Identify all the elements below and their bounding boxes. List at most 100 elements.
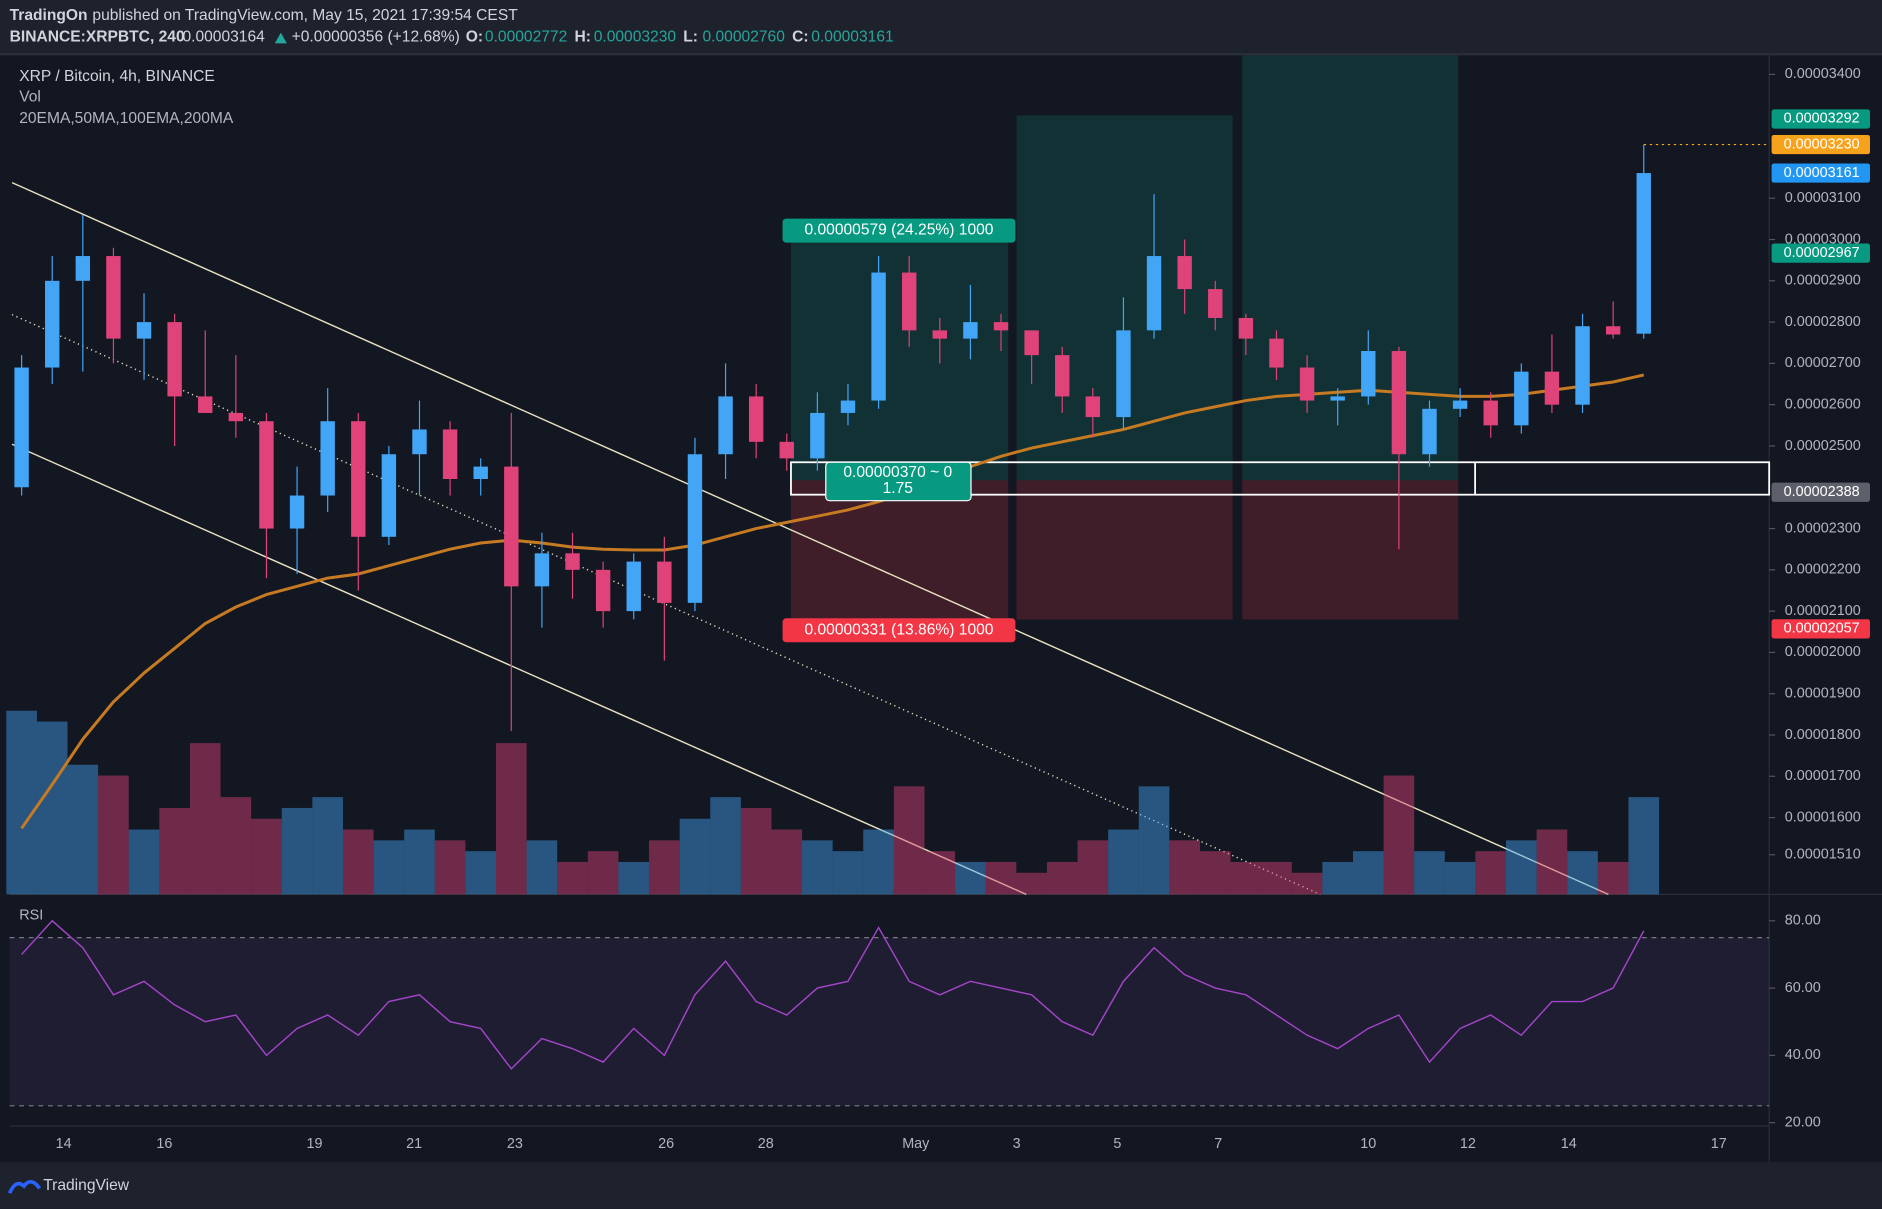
volume-bar [1506, 840, 1537, 895]
candle-body [1452, 400, 1468, 409]
volume-bar [985, 861, 1017, 895]
volume-bar [6, 710, 37, 895]
candle-body [167, 322, 182, 397]
y-tick-label: 0.00001800 [1785, 727, 1861, 743]
candle-body [1299, 367, 1315, 401]
y-tick-label: 0.00002600 [1785, 396, 1861, 412]
volume-bar [955, 861, 986, 895]
candle-body [626, 561, 641, 612]
volume-bar [159, 807, 190, 895]
channel-line [11, 443, 1027, 896]
candle-body [504, 466, 519, 587]
price-marker-label: 0.00003230 [1784, 136, 1860, 152]
price-marker-label: 0.00002057 [1784, 621, 1860, 637]
volume-bar [404, 829, 435, 895]
rsi-line [21, 919, 1645, 1070]
volume-bar [189, 743, 221, 895]
volume-bar [1291, 872, 1323, 895]
volume-bar [1536, 829, 1568, 895]
price-marker-label: 0.00003292 [1784, 111, 1860, 127]
candle-body [657, 561, 672, 603]
price-marker [1771, 109, 1870, 129]
rsi-band [9, 937, 1770, 1106]
candle-body [595, 569, 611, 612]
candle-body [1544, 371, 1560, 405]
last-price: 0.00003164 [182, 29, 265, 46]
volume-bar [1261, 861, 1292, 895]
price-marker [1771, 243, 1870, 263]
legend-line: XRP / Bitcoin, 4h, BINANCE [19, 68, 215, 85]
y-tick-label: 0.00001510 [1785, 847, 1861, 863]
candle-body [351, 421, 366, 537]
candle-body [1575, 326, 1590, 405]
candle-body [840, 400, 856, 413]
y-tick-label: 0.00002900 [1785, 273, 1861, 289]
volume-bar [128, 829, 160, 895]
volume-bar [679, 818, 711, 895]
volume-bar [832, 851, 864, 895]
volume-bar [1352, 851, 1384, 895]
volume-bar [220, 797, 252, 895]
volume-bar [526, 840, 558, 895]
y-tick-label: 0.00002200 [1785, 562, 1861, 578]
price-marker-label: 0.00002388 [1784, 484, 1860, 500]
candle-body [45, 280, 60, 368]
candle-body [1146, 256, 1162, 331]
position-label-bg [825, 461, 972, 502]
publisher: TradingOn [10, 7, 88, 24]
volume-bar [1046, 861, 1078, 895]
volume-bar [649, 840, 680, 895]
candle-body [1422, 408, 1437, 455]
y-tick-label: 0.00002000 [1785, 644, 1861, 660]
candle-body [259, 421, 274, 529]
published: published on TradingView.com, May 15, 20… [92, 7, 518, 24]
volume-bar [465, 851, 497, 895]
candle-body [1636, 173, 1651, 334]
volume-bar [587, 851, 619, 895]
price-marker-label: 0.00002967 [1784, 245, 1860, 261]
entry-box [790, 461, 1771, 496]
x-tick-label: 28 [758, 1136, 774, 1152]
volume-bar [557, 861, 588, 895]
volume-bar [1108, 829, 1139, 895]
channel-mid [11, 313, 1321, 896]
candle-body [320, 421, 335, 496]
volume-bar [1199, 851, 1231, 895]
volume-bar [740, 807, 772, 895]
volume-bar [1628, 797, 1660, 895]
candle-body [748, 396, 764, 442]
stop-zone [1016, 480, 1233, 620]
candle-body [901, 272, 917, 331]
channel-line [11, 181, 1609, 896]
x-tick-label: 7 [1214, 1136, 1222, 1152]
footer-bar [0, 1162, 1882, 1209]
volume-bar [251, 818, 282, 895]
rsi-tick-label: 20.00 [1785, 1114, 1821, 1130]
symbol: BINANCE:XRPBTC, 240 [10, 29, 185, 46]
rsi-tick-label: 60.00 [1785, 980, 1821, 996]
candle-body [1024, 330, 1039, 356]
x-tick-label: May [902, 1136, 930, 1152]
price-marker [1771, 134, 1870, 155]
y-tick-label: 0.00002100 [1785, 603, 1861, 619]
x-tick-label: 14 [1561, 1136, 1577, 1152]
volume-bar [1077, 840, 1109, 895]
candle-body [106, 256, 121, 339]
target-zone [790, 225, 1009, 481]
volume-bar [1414, 851, 1445, 895]
candle-body [1085, 396, 1101, 418]
candle-body [963, 322, 978, 339]
x-tick-label: 19 [306, 1136, 322, 1152]
ohlc-value: 0.00003230 [594, 29, 677, 46]
volume-bar [924, 851, 956, 895]
candle-body [779, 441, 794, 459]
volume-bar [1138, 786, 1170, 895]
x-tick-label: 3 [1013, 1136, 1021, 1152]
candle-body [228, 412, 244, 422]
ohlc-value: 0.00002772 [485, 29, 567, 46]
volume-bar [1169, 840, 1200, 895]
y-tick-label: 0.00001600 [1785, 809, 1861, 825]
header-bar [0, 0, 1882, 53]
